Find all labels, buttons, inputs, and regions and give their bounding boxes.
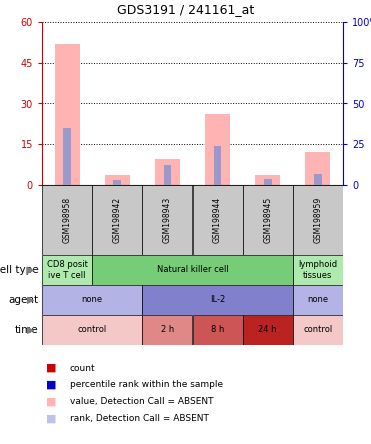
Text: lymphoid
tissues: lymphoid tissues <box>298 260 338 280</box>
Text: ▶: ▶ <box>27 265 35 275</box>
Bar <box>142 285 293 315</box>
Bar <box>264 179 272 185</box>
Text: GSM198958: GSM198958 <box>63 197 72 243</box>
Text: IL-2: IL-2 <box>210 296 225 305</box>
Bar <box>164 165 171 185</box>
Text: time: time <box>15 325 38 335</box>
Bar <box>255 175 280 185</box>
Text: GSM198942: GSM198942 <box>113 197 122 243</box>
Bar <box>92 255 293 285</box>
Bar <box>55 44 80 185</box>
Bar <box>42 255 92 285</box>
Bar <box>142 185 193 255</box>
Text: GSM198944: GSM198944 <box>213 197 222 243</box>
Bar <box>214 146 221 185</box>
Bar <box>42 315 142 345</box>
Text: GDS3191 / 241161_at: GDS3191 / 241161_at <box>117 3 254 16</box>
Bar <box>63 128 71 185</box>
Text: GSM198959: GSM198959 <box>313 197 322 243</box>
Bar <box>155 159 180 185</box>
Text: percentile rank within the sample: percentile rank within the sample <box>70 381 223 389</box>
Text: 2 h: 2 h <box>161 325 174 334</box>
Bar <box>205 115 230 185</box>
Text: agent: agent <box>8 295 38 305</box>
Text: cell type: cell type <box>0 265 38 275</box>
Text: ■: ■ <box>46 380 56 390</box>
Bar <box>243 315 293 345</box>
Text: ■: ■ <box>46 397 56 407</box>
Bar <box>42 185 92 255</box>
Bar <box>105 175 130 185</box>
Text: ■: ■ <box>46 414 56 424</box>
Bar <box>314 174 322 185</box>
Bar <box>42 285 142 315</box>
Bar <box>92 185 142 255</box>
Bar <box>193 315 243 345</box>
Text: GSM198945: GSM198945 <box>263 197 272 243</box>
Text: ▶: ▶ <box>27 325 35 335</box>
Bar <box>293 185 343 255</box>
Bar <box>293 315 343 345</box>
Bar <box>305 152 331 185</box>
Text: control: control <box>303 325 332 334</box>
Text: CD8 posit
ive T cell: CD8 posit ive T cell <box>47 260 88 280</box>
Text: ■: ■ <box>46 363 56 373</box>
Text: ▶: ▶ <box>27 295 35 305</box>
Text: 8 h: 8 h <box>211 325 224 334</box>
Bar <box>243 185 293 255</box>
Bar <box>293 255 343 285</box>
Text: control: control <box>78 325 107 334</box>
Text: rank, Detection Call = ABSENT: rank, Detection Call = ABSENT <box>70 414 209 423</box>
Text: none: none <box>307 296 328 305</box>
Text: 24 h: 24 h <box>259 325 277 334</box>
Text: GSM198943: GSM198943 <box>163 197 172 243</box>
Text: count: count <box>70 364 95 373</box>
Text: none: none <box>82 296 103 305</box>
Text: Natural killer cell: Natural killer cell <box>157 266 229 274</box>
Bar <box>114 179 121 185</box>
Bar <box>193 185 243 255</box>
Text: value, Detection Call = ABSENT: value, Detection Call = ABSENT <box>70 397 213 406</box>
Bar <box>293 285 343 315</box>
Bar <box>142 315 193 345</box>
